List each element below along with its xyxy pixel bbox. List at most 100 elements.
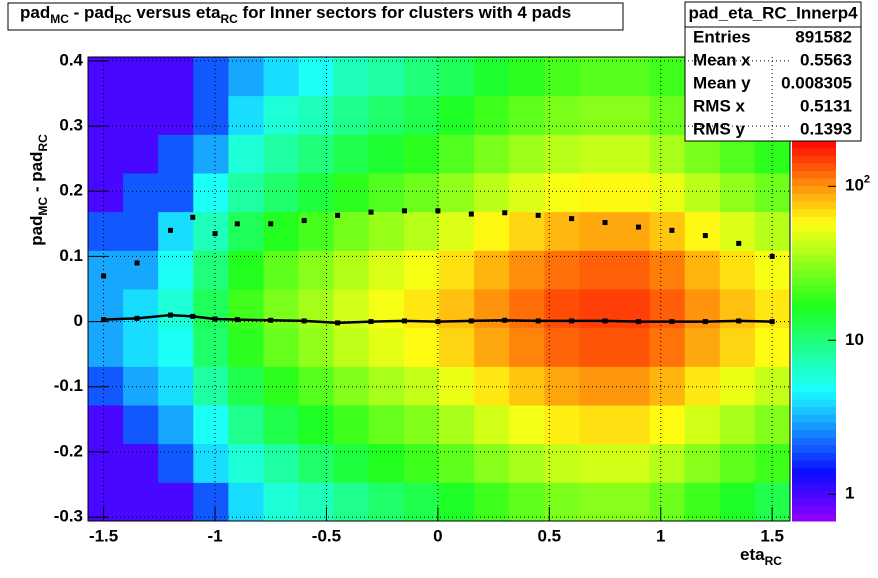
- heatmap-cell: [474, 173, 510, 213]
- heatmap-cell: [719, 327, 756, 367]
- heatmap-cell: [368, 443, 405, 483]
- profile-point: [635, 224, 641, 230]
- heatmap-cell: [474, 327, 510, 367]
- chart-title: padMC - padRC versus etaRC for Inner sec…: [20, 3, 571, 25]
- heatmap-cell: [158, 95, 194, 135]
- heatmap-cell: [544, 250, 580, 290]
- heatmap-cell: [439, 482, 475, 522]
- heatmap-cell: [474, 443, 510, 483]
- heatmap-cell: [509, 250, 545, 290]
- x-axis-label: etaRC: [740, 545, 782, 567]
- heatmap-cell: [719, 482, 756, 522]
- palette-step: [792, 231, 836, 240]
- palette-step: [792, 254, 836, 263]
- heatmap-cell: [368, 366, 405, 406]
- profile-point: [401, 208, 407, 214]
- palette-step: [792, 307, 836, 316]
- stats-value: 891582: [795, 27, 852, 46]
- stats-value: 0.5563: [800, 50, 852, 69]
- heatmap-cell: [649, 250, 686, 290]
- heatmap-cell: [123, 366, 159, 406]
- heatmap-cell: [614, 173, 651, 213]
- profile-point: [702, 319, 708, 325]
- palette-step: [792, 223, 836, 232]
- heatmap-cell: [614, 327, 651, 367]
- heatmap-cell: [439, 95, 475, 135]
- heatmap-cell: [509, 443, 545, 483]
- heatmap-cell: [544, 366, 580, 406]
- heatmap-cell: [439, 405, 475, 445]
- heatmap-cell: [298, 211, 335, 251]
- subscript: RC: [220, 12, 238, 26]
- heatmap-cell: [544, 327, 580, 367]
- heatmap-cell: [474, 482, 510, 522]
- text-part: versus eta: [132, 3, 221, 22]
- palette-step: [792, 185, 836, 194]
- profile-point: [736, 318, 742, 324]
- profile-point: [468, 211, 474, 217]
- x-tick-label: 1: [656, 526, 665, 545]
- heatmap-cell: [474, 57, 510, 97]
- heatmap-cell: [158, 405, 194, 445]
- heatmap-cell: [474, 95, 510, 135]
- palette-step: [792, 292, 836, 301]
- y-tick-label: -0.1: [54, 376, 83, 395]
- heatmap-cell: [544, 482, 580, 522]
- heatmap-cell: [719, 250, 756, 290]
- palette-step: [792, 269, 836, 278]
- y-tick-label: -0.2: [54, 441, 83, 460]
- palette-step: [792, 261, 836, 271]
- subscript: RC: [765, 554, 783, 568]
- heatmap-cell: [579, 57, 615, 97]
- palette-step: [792, 208, 836, 217]
- profile-point: [190, 313, 196, 319]
- heatmap-cell: [649, 366, 686, 406]
- palette-step: [792, 414, 836, 423]
- heatmap-cell: [474, 366, 510, 406]
- heatmap-cell: [439, 57, 475, 97]
- x-tick-label: 1.5: [760, 526, 784, 545]
- heatmap-cell: [439, 327, 475, 367]
- heatmap-cell: [158, 57, 194, 97]
- heatmap-cell: [403, 482, 440, 522]
- heatmap-cell: [193, 211, 229, 251]
- heatmap-cell: [684, 211, 721, 251]
- y-tick-label: 0: [74, 311, 83, 330]
- profile-point: [301, 318, 307, 324]
- palette-step: [792, 284, 836, 293]
- subscript: RC: [114, 12, 132, 26]
- heatmap-cell: [684, 173, 721, 213]
- palette-step: [792, 498, 836, 507]
- heatmap-cell: [403, 405, 440, 445]
- palette-step: [792, 353, 836, 362]
- heatmap-cell: [193, 366, 229, 406]
- heatmap-cell: [228, 250, 264, 290]
- heatmap-cell: [579, 173, 615, 213]
- profile-point: [368, 319, 374, 325]
- heatmap-cell: [298, 173, 335, 213]
- heatmap-cell: [123, 289, 159, 329]
- heatmap-cell: [263, 173, 300, 213]
- heatmap-cell: [123, 443, 159, 483]
- heatmap-cell: [719, 443, 756, 483]
- y-tick-label: 0.3: [59, 116, 83, 135]
- heatmap-cell: [579, 443, 615, 483]
- palette-step: [792, 330, 836, 339]
- heatmap-cell: [123, 327, 159, 367]
- heatmap-cell: [649, 327, 686, 367]
- profile-point: [569, 216, 575, 222]
- profile-point: [468, 318, 474, 324]
- heatmap: [88, 57, 791, 522]
- heatmap-cell: [509, 366, 545, 406]
- profile-point: [535, 318, 541, 324]
- palette-step: [792, 376, 836, 385]
- heatmap-cell: [439, 134, 475, 174]
- heatmap-cell: [123, 134, 159, 174]
- heatmap-cell: [333, 211, 370, 251]
- heatmap-cell: [649, 173, 686, 213]
- heatmap-cell: [88, 57, 124, 97]
- heatmap-cell: [649, 134, 686, 174]
- profile-point: [502, 210, 508, 216]
- heatmap-cell: [614, 95, 651, 135]
- heatmap-cell: [263, 211, 300, 251]
